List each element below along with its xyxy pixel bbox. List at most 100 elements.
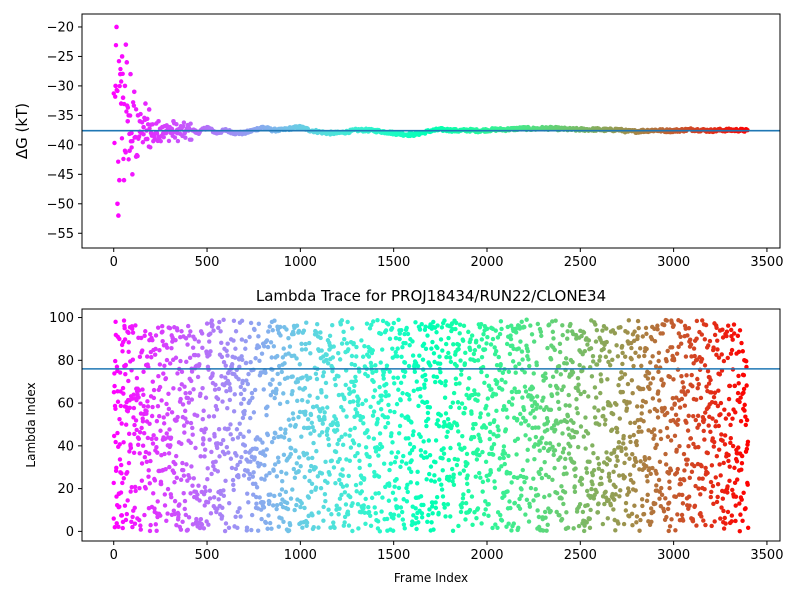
x-tick-label: 3500 (750, 548, 783, 563)
lambda-point (519, 487, 524, 492)
lambda-point (619, 370, 624, 375)
lambda-point (396, 317, 401, 322)
lambda-point (295, 398, 300, 403)
lambda-point (543, 375, 548, 381)
lambda-point (575, 376, 581, 381)
lambda-point (451, 482, 457, 488)
lambda-point (294, 323, 300, 328)
lambda-point (310, 455, 315, 461)
lambda-point (161, 415, 166, 420)
lambda-point (279, 516, 284, 521)
lambda-point (333, 382, 338, 388)
delta-g-point (181, 120, 187, 125)
lambda-point (653, 501, 658, 506)
lambda-point (661, 381, 666, 386)
lambda-point (606, 471, 612, 477)
lambda-point (349, 326, 355, 331)
lambda-point (582, 389, 587, 395)
plot-frame (81, 13, 781, 249)
lambda-point (709, 489, 714, 495)
lambda-point (626, 489, 632, 495)
lambda-point (377, 431, 383, 436)
lambda-point (679, 512, 685, 518)
lambda-point (619, 343, 625, 349)
lambda-point (431, 319, 436, 325)
lambda-point (465, 386, 471, 391)
lambda-point (386, 393, 391, 398)
lambda-point (499, 518, 505, 523)
lambda-point (200, 417, 205, 422)
lambda-point (593, 339, 599, 344)
lambda-point (675, 512, 680, 517)
lambda-point (146, 474, 151, 479)
lambda-point (708, 377, 713, 383)
lambda-point (666, 471, 672, 476)
lambda-point (230, 362, 235, 367)
lambda-point (603, 489, 608, 495)
lambda-point (189, 397, 195, 402)
lambda-point (732, 383, 738, 389)
lambda-point (337, 477, 342, 483)
lambda-point (480, 489, 485, 494)
lambda-point (486, 513, 491, 519)
lambda-point (711, 345, 716, 350)
lambda-point (418, 494, 424, 499)
lambda-point (440, 456, 445, 461)
lambda-point (383, 424, 388, 430)
lambda-point (446, 457, 451, 463)
lambda-point (715, 482, 721, 487)
lambda-point (743, 414, 748, 419)
lambda-point (241, 434, 246, 439)
lambda-point (425, 410, 431, 416)
lambda-point (662, 322, 667, 328)
lambda-point (545, 427, 550, 433)
lambda-point (299, 434, 304, 439)
lambda-point (256, 344, 262, 350)
lambda-point (367, 463, 372, 468)
lambda-point (151, 491, 156, 496)
lambda-point (537, 448, 542, 453)
lambda-point (147, 528, 153, 534)
lambda-point (175, 414, 180, 420)
lambda-point (647, 386, 652, 392)
lambda-point (190, 432, 195, 437)
lambda-point (520, 467, 526, 473)
lambda-point (340, 442, 346, 448)
lambda-point (525, 447, 530, 453)
lambda-point (632, 503, 637, 508)
lambda-point (492, 479, 497, 484)
lambda-point (682, 468, 687, 473)
lambda-point (207, 352, 212, 358)
lambda-point (248, 320, 254, 326)
lambda-point (360, 354, 366, 359)
lambda-point (464, 392, 469, 398)
lambda-point (207, 339, 212, 344)
lambda-point (201, 408, 206, 413)
delta-g-point (126, 157, 131, 162)
lambda-point (471, 351, 477, 357)
lambda-point (132, 484, 138, 490)
lambda-point (633, 350, 638, 355)
lambda-point (411, 388, 416, 393)
lambda-point (674, 395, 679, 400)
lambda-point (725, 490, 730, 495)
y-tick-label: 20 (57, 482, 74, 497)
lambda-point (525, 458, 530, 463)
plot-frame (81, 308, 781, 542)
lambda-point (426, 438, 431, 443)
lambda-point (368, 360, 374, 366)
lambda-point (324, 352, 329, 358)
lambda-point (121, 440, 126, 445)
lambda-point (159, 398, 164, 403)
lambda-point (340, 473, 345, 478)
lambda-point (332, 376, 337, 382)
lambda-point (278, 324, 283, 330)
lambda-point (739, 497, 744, 502)
lambda-point (556, 363, 562, 369)
lambda-point (316, 510, 321, 515)
lambda-point (119, 471, 124, 476)
lambda-point (366, 354, 372, 359)
lambda-point (413, 320, 418, 325)
lambda-point (598, 475, 604, 481)
